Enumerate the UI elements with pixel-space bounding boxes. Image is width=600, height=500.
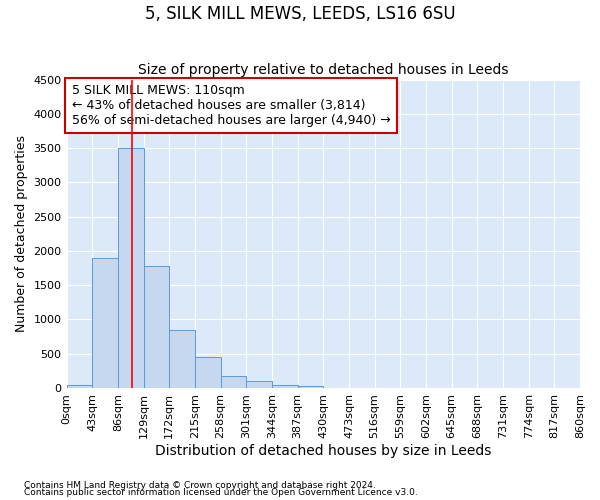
Text: Contains public sector information licensed under the Open Government Licence v3: Contains public sector information licen… [24,488,418,497]
Bar [143,266,169,388]
Bar [67,384,92,388]
Text: 5 SILK MILL MEWS: 110sqm
← 43% of detached houses are smaller (3,814)
56% of sem: 5 SILK MILL MEWS: 110sqm ← 43% of detach… [71,84,391,127]
Bar [92,258,118,388]
Bar [195,357,221,388]
Text: 5, SILK MILL MEWS, LEEDS, LS16 6SU: 5, SILK MILL MEWS, LEEDS, LS16 6SU [145,5,455,23]
Bar [272,384,298,388]
Bar [169,330,195,388]
Bar [118,148,143,388]
Text: Contains HM Land Registry data © Crown copyright and database right 2024.: Contains HM Land Registry data © Crown c… [24,480,376,490]
Bar [221,376,246,388]
X-axis label: Distribution of detached houses by size in Leeds: Distribution of detached houses by size … [155,444,491,458]
Bar [246,381,272,388]
Y-axis label: Number of detached properties: Number of detached properties [15,136,28,332]
Bar [298,386,323,388]
Title: Size of property relative to detached houses in Leeds: Size of property relative to detached ho… [138,63,509,77]
